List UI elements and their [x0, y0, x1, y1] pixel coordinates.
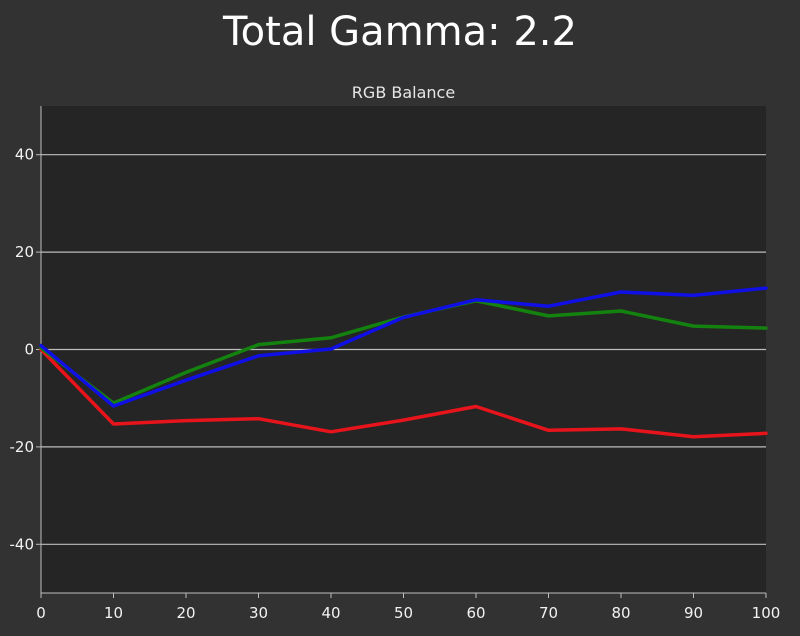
x-tick-label-7: 70	[539, 604, 558, 622]
y-tick-label-2: 0	[24, 341, 34, 359]
y-tick-label-1: 20	[15, 243, 34, 261]
series-line-0	[39, 347, 768, 439]
x-tick-label-9: 90	[684, 604, 703, 622]
x-tick-label-8: 80	[611, 604, 630, 622]
series-line-2	[39, 286, 768, 408]
x-tick-label-6: 60	[466, 604, 485, 622]
chart-subtitle: RGB Balance	[352, 83, 455, 102]
x-tick-label-10: 100	[752, 604, 781, 622]
y-tick-label-0: 40	[15, 146, 34, 164]
plot-area: 40 20 0 -20 -40 0 10 20 30 40 50 60 70 80 90 100	[10, 106, 781, 622]
x-tick-label-1: 10	[104, 604, 123, 622]
y-tick-label-3: -20	[10, 438, 35, 456]
y-tick-label-4: -40	[10, 535, 35, 553]
x-tick-label-5: 50	[394, 604, 413, 622]
x-tick-label-3: 30	[249, 604, 268, 622]
x-tick-label-4: 40	[321, 604, 340, 622]
x-tick-label-2: 20	[176, 604, 195, 622]
page-title: Total Gamma: 2.2	[223, 9, 577, 55]
x-tick-label-0: 0	[36, 604, 46, 622]
